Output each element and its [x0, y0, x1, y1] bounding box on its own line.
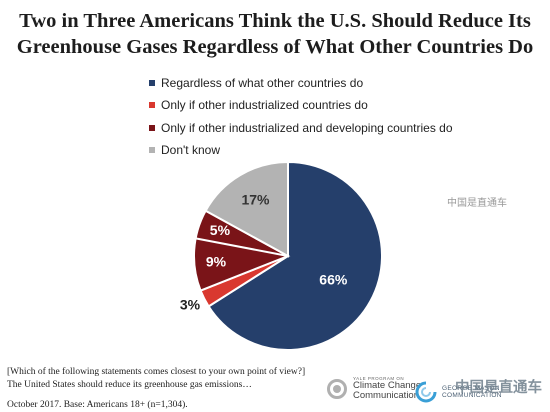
gmu-logo-line-1: GEORGE MASON [442, 385, 500, 392]
legend-label: Only if other industrialized countries d… [161, 98, 368, 112]
footnote-statement: The United States should reduce its gree… [7, 379, 252, 390]
slice-industrialized-developing [193, 209, 291, 292]
legend-swatch [149, 124, 155, 131]
footnote-base: October 2017. Base: Americans 18+ (n=1,3… [7, 400, 188, 410]
slice-divider [195, 237, 289, 257]
label-3-percent: 3% [180, 297, 201, 313]
legend-item-regardless: Regardless of what other countries do [149, 72, 453, 93]
legend-swatch [149, 79, 155, 86]
footnote-question: [Which of the following statements comes… [7, 367, 306, 377]
legend-item-industrialized-developing: Only if other industrialized and develop… [149, 117, 453, 138]
legend-swatch [149, 147, 155, 153]
slice-dont-know [204, 160, 289, 258]
label-66-percent: 66% [319, 272, 348, 288]
title-line-2: Greenhouse Gases Regardless of What Othe… [16, 36, 534, 58]
legend-item-dont-know: Don't know [149, 140, 453, 161]
yale-logo-small-text: YALE PROGRAM ON [353, 376, 405, 381]
watermark-mid: 中国是直通车 [447, 198, 507, 209]
gmu-logo-line-2: COMMUNICATION [442, 392, 502, 399]
watermark-bottom: 中国是直通车 [455, 380, 542, 396]
gmu-logo-icon [415, 381, 437, 403]
yale-logo-line-1: Climate Change [353, 380, 422, 391]
gmu-logo: GEORGE MASON COMMUNICATION [414, 380, 502, 404]
chart-title: Two in Three Americans Think the U.S. Sh… [0, 8, 550, 60]
pie-slices [193, 160, 383, 351]
legend-label: Regardless of what other countries do [161, 75, 364, 90]
pie-labels: 66% 3% 9% 5% 17% [180, 192, 348, 313]
slice-regardless [207, 160, 383, 351]
legend-label: Don't know [161, 143, 220, 157]
label-17-percent: 17% [241, 192, 270, 208]
yale-climate-logo: YALE PROGRAM ON Climate Change Communica… [327, 376, 421, 401]
legend-label: Only if other industrialized and develop… [161, 120, 453, 135]
legend: Regardless of what other countries do On… [149, 72, 453, 162]
yale-logo-icon [327, 378, 347, 399]
footnote: [Which of the following statements comes… [7, 366, 305, 412]
legend-swatch [149, 102, 155, 108]
yale-logo-line-2: Communication [353, 390, 419, 401]
label-5-percent: 5% [210, 222, 231, 238]
label-9-percent: 9% [206, 254, 227, 270]
title-line-1: Two in Three Americans Think the U.S. Sh… [19, 10, 531, 32]
legend-item-industrialized: Only if other industrialized countries d… [149, 95, 453, 116]
